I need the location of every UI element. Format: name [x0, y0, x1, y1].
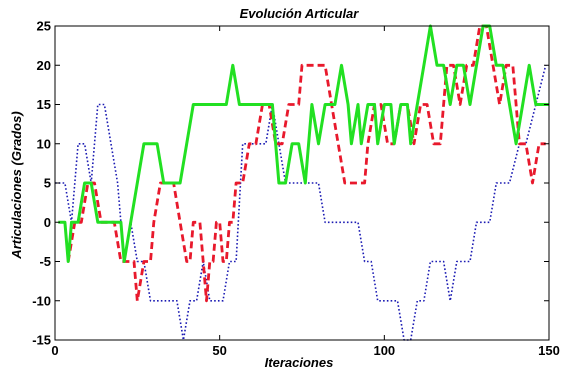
y-axis-label: Articulaciones (Grados) [9, 111, 24, 259]
y-tick-label: 20 [37, 58, 51, 73]
x-tick-label: 50 [212, 343, 226, 358]
y-tick-label: -5 [39, 254, 51, 269]
series-line-3 [58, 24, 549, 263]
x-tick-label: 150 [538, 343, 560, 358]
series-layer [55, 24, 549, 341]
y-tick-label: -15 [32, 333, 51, 348]
y-tick-label: 25 [37, 19, 51, 34]
tick-layer: 0 50 100 150 -15 -10 -5 0 5 10 15 20 25 [32, 19, 560, 359]
y-tick-label: 5 [44, 176, 51, 191]
chart-title: Evolución Articular [240, 6, 360, 21]
y-tick-label: 10 [37, 136, 51, 151]
series-line-2 [66, 24, 546, 303]
x-tick-label: 0 [51, 343, 58, 358]
series-line-1 [55, 65, 547, 341]
x-tick-label: 100 [373, 343, 395, 358]
y-tick-label: 15 [37, 97, 51, 112]
x-axis-label: Iteraciones [265, 355, 334, 370]
y-tick-label: -10 [32, 293, 51, 308]
y-tick-label: 0 [44, 215, 51, 230]
